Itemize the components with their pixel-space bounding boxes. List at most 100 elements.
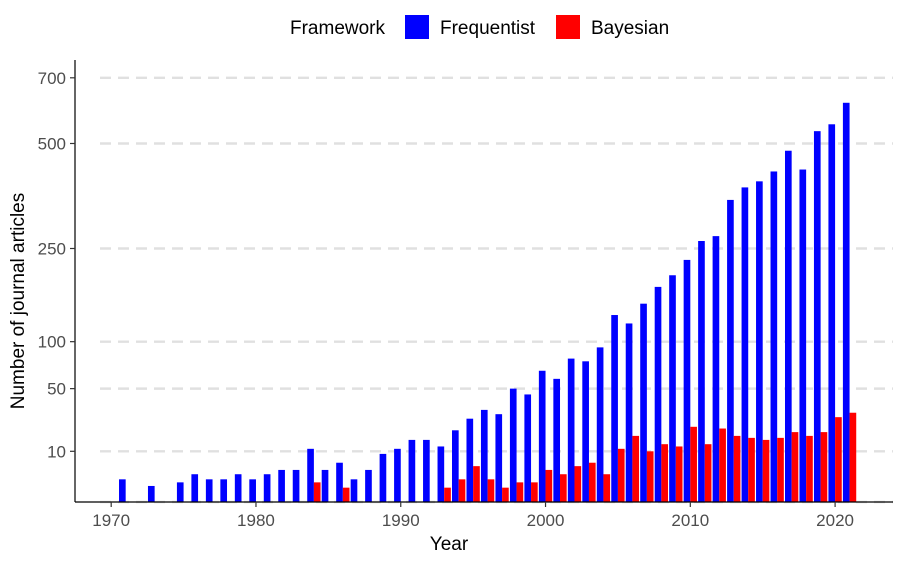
- bar-bayesian-1984: [313, 482, 321, 502]
- bar-frequentist-2016: [770, 171, 778, 503]
- legend: Framework Frequentist Bayesian: [290, 15, 669, 39]
- y-tick-label-500: 500: [38, 134, 66, 153]
- bar-bayesian-1999: [531, 482, 538, 502]
- bar-bayesian-2019: [820, 432, 828, 502]
- bar-frequentist-1976: [191, 474, 199, 502]
- bar-frequentist-2012: [712, 236, 720, 502]
- bar-frequentist-1984: [307, 448, 314, 502]
- bar-bayesian-2021: [849, 412, 857, 502]
- bar-bayesian-2002: [574, 466, 582, 502]
- bar-bayesian-2004: [603, 474, 611, 502]
- bars: [119, 102, 857, 503]
- bar-frequentist-1980: [249, 479, 256, 502]
- bar-bayesian-1986: [342, 487, 350, 502]
- bar-bayesian-2014: [748, 437, 755, 502]
- y-tick-label-50: 50: [47, 380, 66, 399]
- axes: [74, 60, 893, 503]
- legend-label-frequentist: Frequentist: [440, 18, 536, 39]
- bar-bayesian-2003: [588, 462, 596, 502]
- x-tick-label-2020: 2020: [816, 511, 854, 530]
- legend-label-bayesian: Bayesian: [591, 18, 669, 39]
- bar-bayesian-2018: [806, 435, 813, 502]
- bar-frequentist-1998: [509, 388, 517, 502]
- bar-frequentist-1988: [365, 469, 372, 502]
- bar-bayesian-2017: [791, 432, 799, 502]
- bar-bayesian-1993: [444, 487, 451, 502]
- bar-frequentist-2018: [799, 169, 807, 503]
- bar-frequentist-1975: [176, 482, 184, 502]
- bar-frequentist-2005: [611, 315, 618, 502]
- x-axis-title: Year: [430, 534, 469, 555]
- x-axis-ticks: 1970 1980 1990 2000 2010 2020: [92, 502, 854, 530]
- bar-bayesian-2005: [617, 448, 625, 502]
- bar-frequentist-1979: [234, 474, 242, 502]
- bar-frequentist-2008: [654, 286, 662, 502]
- bar-frequentist-1971: [119, 479, 126, 502]
- bar-frequentist-2002: [567, 358, 575, 502]
- bar-bayesian-2016: [777, 437, 784, 502]
- bar-bayesian-2013: [733, 435, 741, 502]
- bar-frequentist-2014: [741, 187, 749, 502]
- bar-frequentist-1993: [437, 446, 445, 502]
- bar-frequentist-2013: [727, 199, 734, 502]
- bar-frequentist-2003: [582, 361, 589, 502]
- x-tick-label-1970: 1970: [92, 511, 130, 530]
- bar-frequentist-2015: [756, 181, 763, 503]
- bar-bayesian-1995: [473, 466, 480, 502]
- bar-bayesian-1996: [487, 479, 495, 502]
- bar-bayesian-2008: [661, 444, 669, 502]
- bar-frequentist-2010: [683, 259, 691, 502]
- bar-frequentist-1992: [423, 439, 430, 502]
- bar-frequentist-1989: [379, 453, 387, 502]
- x-tick-label-1980: 1980: [237, 511, 275, 530]
- bar-frequentist-1977: [205, 479, 213, 502]
- bar-frequentist-2021: [842, 102, 850, 503]
- y-tick-label-700: 700: [38, 69, 66, 88]
- y-axis-ticks: 10 50 100 250 500 700: [38, 69, 75, 461]
- bar-bayesian-2001: [560, 474, 567, 502]
- bar-bayesian-2015: [762, 439, 770, 502]
- bar-frequentist-1985: [321, 469, 329, 502]
- bar-frequentist-1982: [278, 469, 285, 502]
- bar-frequentist-1987: [350, 479, 358, 502]
- bar-bayesian-1994: [458, 479, 466, 502]
- bar-bayesian-2012: [719, 428, 726, 502]
- legend-title: Framework: [290, 18, 386, 39]
- bar-frequentist-2006: [625, 323, 633, 502]
- bar-bayesian-2020: [835, 417, 842, 502]
- bar-bayesian-2011: [704, 444, 712, 502]
- x-tick-label-2010: 2010: [671, 511, 709, 530]
- bar-frequentist-2000: [538, 370, 546, 502]
- bar-bayesian-2009: [675, 446, 683, 502]
- bar-bayesian-1998: [516, 482, 524, 502]
- legend-swatch-frequentist: [405, 15, 429, 39]
- bar-frequentist-1995: [466, 418, 474, 502]
- bar-frequentist-2001: [553, 378, 561, 502]
- bar-frequentist-1983: [292, 469, 300, 502]
- bar-frequentist-2004: [596, 347, 604, 502]
- bar-frequentist-2019: [813, 131, 821, 502]
- bar-frequentist-1999: [524, 394, 532, 502]
- bar-frequentist-1996: [480, 409, 488, 502]
- y-tick-label-250: 250: [38, 239, 66, 258]
- bar-frequentist-2011: [698, 241, 705, 502]
- bar-frequentist-1981: [263, 474, 271, 502]
- bar-frequentist-2020: [828, 124, 836, 502]
- bar-frequentist-2017: [784, 150, 792, 503]
- x-tick-label-2000: 2000: [527, 511, 565, 530]
- bar-bayesian-1997: [502, 487, 509, 502]
- bar-frequentist-1973: [147, 485, 155, 502]
- bar-bayesian-2006: [632, 435, 640, 502]
- bar-frequentist-1978: [220, 479, 228, 502]
- bar-frequentist-1991: [408, 439, 416, 502]
- legend-swatch-bayesian: [556, 15, 580, 39]
- bar-frequentist-1990: [394, 448, 401, 502]
- bar-bayesian-2000: [545, 469, 553, 502]
- bar-bayesian-2010: [690, 426, 697, 502]
- bar-frequentist-2009: [669, 275, 676, 502]
- y-tick-label-10: 10: [47, 442, 66, 461]
- x-tick-label-1990: 1990: [382, 511, 420, 530]
- bar-frequentist-2007: [640, 303, 647, 502]
- bar-frequentist-1994: [452, 430, 459, 502]
